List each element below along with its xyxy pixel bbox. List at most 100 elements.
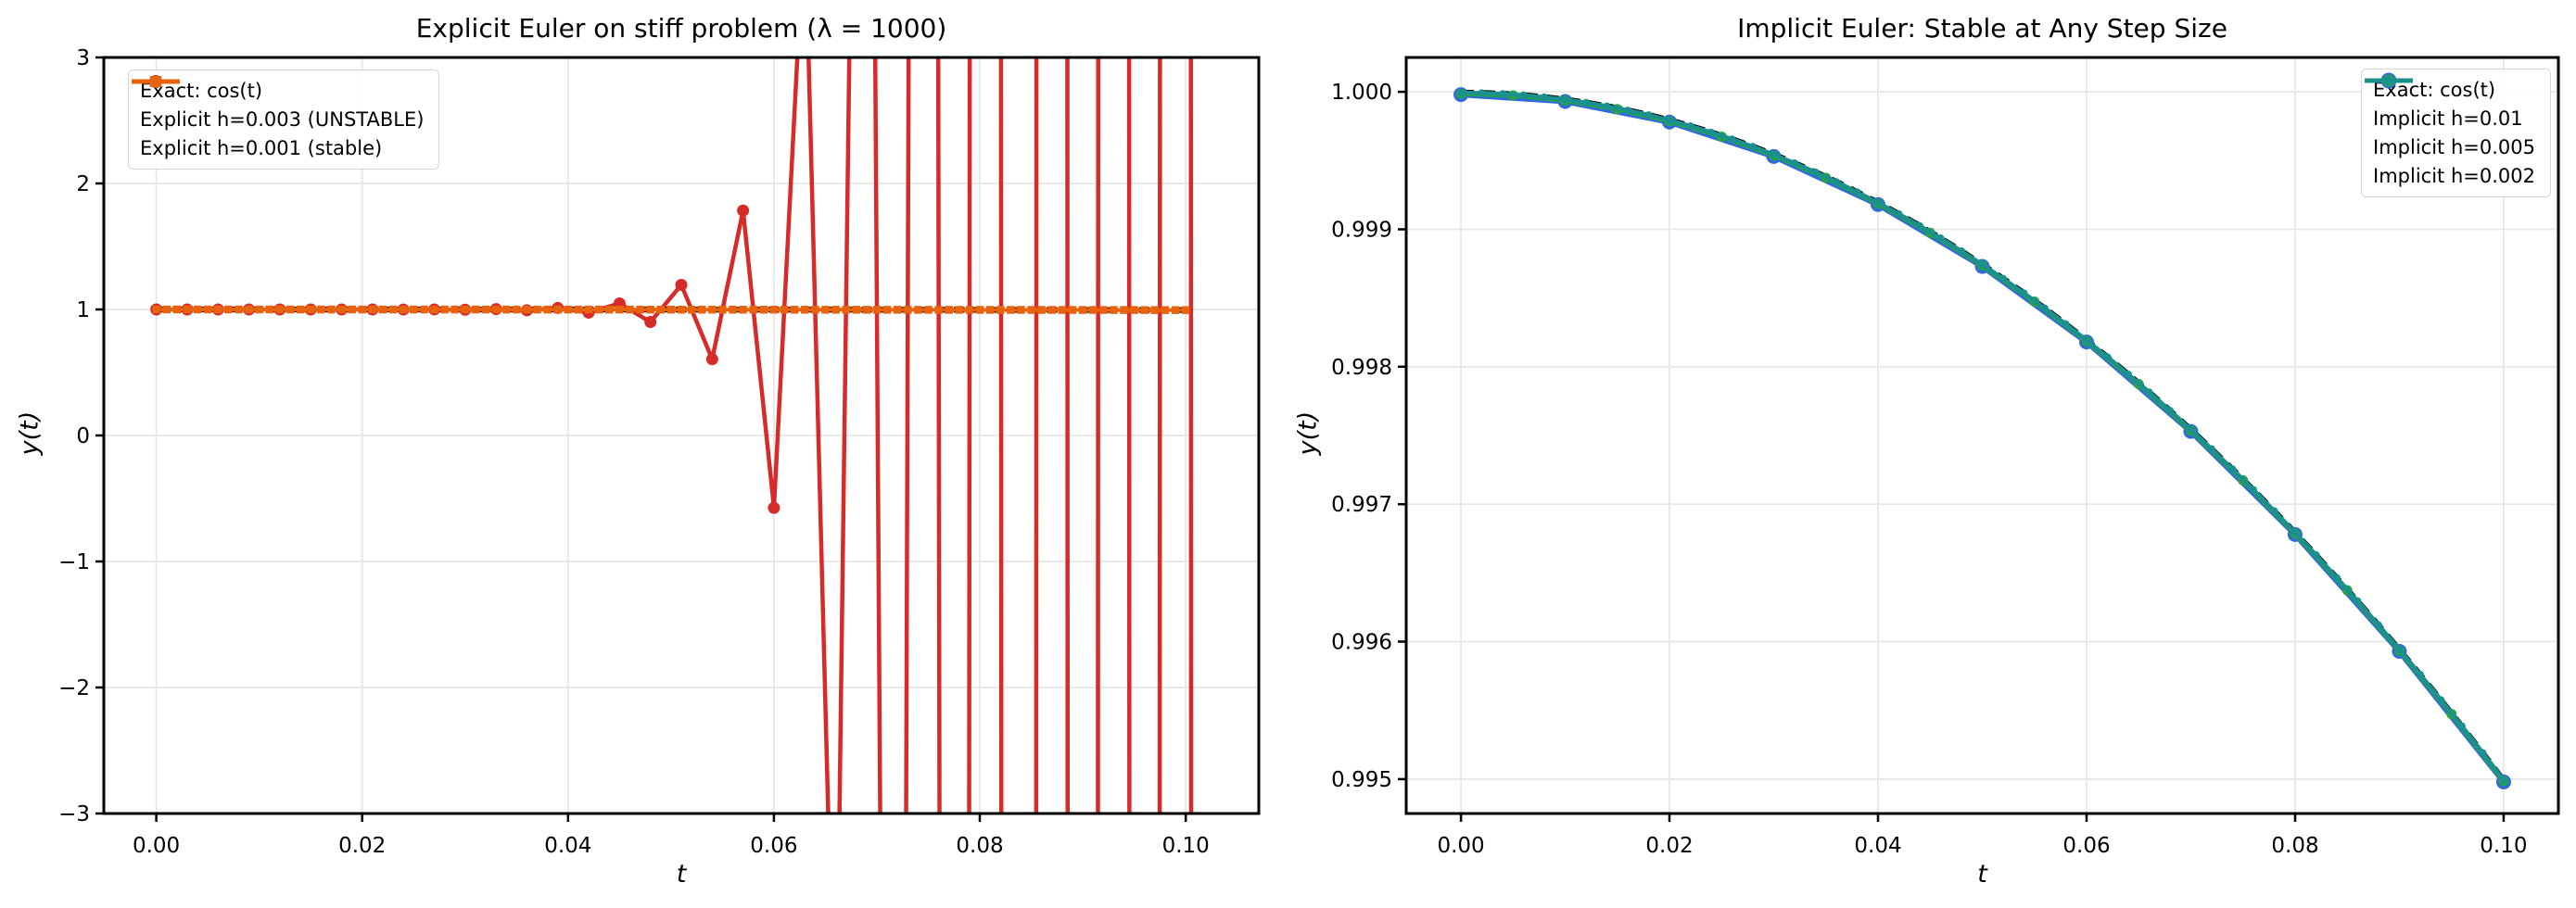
marker-explicit-h001: [327, 305, 336, 314]
marker-explicit-h001: [862, 306, 871, 314]
legend-label: Implicit h=0.005: [2373, 136, 2535, 158]
left-panel: 0.00 0.02 0.04 0.06 0.08 0.10 3 2 1 0 −1 −2 −3 Expli…: [16, 13, 1261, 889]
marker-implicit-h002: [1853, 188, 1861, 196]
marker-explicit-h001: [831, 306, 840, 314]
marker-explicit-h001: [626, 305, 634, 314]
marker-explicit-h001: [1140, 306, 1148, 314]
marker-implicit-h002: [2124, 370, 2132, 378]
marker-implicit-h002: [1666, 116, 1674, 124]
marker-explicit-h001: [543, 305, 552, 314]
marker-explicit-h001: [523, 305, 531, 314]
y-tick-label: 3: [76, 46, 90, 70]
marker-implicit-h002: [1770, 150, 1778, 158]
x-tick-label: 0.02: [338, 834, 386, 858]
marker-explicit-h001: [481, 305, 490, 314]
marker-explicit-h001: [388, 305, 398, 314]
right-panel: 0.00 0.02 0.04 0.06 0.08 0.10 1.000 0.999 0.998 0…: [1288, 0, 2576, 908]
gridlines: [1406, 57, 2558, 813]
y-tick-label: 2: [76, 172, 90, 196]
x-tick-label: 0.08: [956, 834, 1003, 858]
marker-explicit-h001: [666, 305, 676, 314]
y-tick-label: 0: [76, 424, 90, 448]
marker-explicit-h001: [193, 305, 202, 314]
legend-marker-explicit-h001: [150, 76, 161, 87]
y-tick-label: 0.997: [1331, 493, 1392, 517]
marker-implicit-h002: [1749, 143, 1758, 151]
left-plot-title: Explicit Euler on stiff problem (λ = 100…: [415, 13, 947, 44]
marker-explicit-h001: [255, 305, 263, 314]
right-plot-legend: Exact: cos(t) Implicit h=0.01 Implicit h=0…: [2361, 69, 2551, 197]
plot-series: [150, 57, 1194, 813]
marker-implicit-h002: [1978, 260, 1986, 269]
right-plot-title: Implicit Euler: Stable at Any Step Size: [1737, 13, 2227, 44]
marker-explicit-h001: [533, 305, 541, 314]
marker-implicit-h002: [1541, 93, 1549, 101]
marker-explicit-h001: [265, 305, 274, 314]
legend-item: Implicit h=0.01: [2365, 72, 2535, 131]
marker-explicit-h001: [410, 305, 418, 314]
marker-implicit-h002: [1916, 221, 1924, 230]
marker-explicit-h001: [811, 306, 819, 314]
marker-explicit-h003: [675, 278, 688, 291]
marker-explicit-h001: [501, 305, 511, 314]
marker-implicit-h002: [1895, 209, 1903, 218]
left-plot-xlabel: t: [676, 860, 687, 889]
marker-implicit-h002: [2082, 336, 2090, 345]
marker-implicit-h002: [2145, 388, 2153, 397]
marker-explicit-h001: [852, 306, 861, 314]
left-plot-canvas: 0.00 0.02 0.04 0.06 0.08 0.10 3 2 1 0 −1 −2 −3: [58, 46, 1261, 858]
marker-explicit-h001: [718, 305, 727, 314]
marker-explicit-h001: [286, 305, 295, 314]
marker-explicit-h001: [697, 305, 706, 314]
marker-implicit-h002: [1519, 91, 1528, 99]
marker-explicit-h001: [235, 305, 243, 314]
marker-explicit-h001: [914, 306, 922, 314]
legend-item: Explicit h=0.001 (stable): [132, 76, 424, 160]
marker-explicit-h001: [337, 305, 346, 314]
marker-explicit-h001: [842, 306, 850, 314]
marker-implicit-h002: [2040, 304, 2049, 312]
marker-explicit-h001: [872, 306, 882, 314]
marker-implicit-h002: [2437, 696, 2445, 704]
x-tick-label: 0.02: [1645, 834, 1693, 858]
marker-implicit-h002: [1936, 234, 1945, 243]
x-tick-label: 0.00: [1437, 834, 1484, 858]
marker-explicit-h001: [1047, 306, 1057, 314]
marker-explicit-h001: [513, 305, 521, 314]
marker-explicit-h001: [1110, 306, 1118, 314]
marker-explicit-h001: [821, 306, 830, 314]
marker-explicit-h001: [275, 305, 285, 314]
marker-explicit-h001: [934, 306, 943, 314]
marker-explicit-h001: [152, 305, 160, 314]
marker-implicit-h002: [2062, 320, 2070, 328]
marker-implicit-h002: [1603, 102, 1611, 110]
x-tick-label: 0.06: [2062, 834, 2110, 858]
marker-explicit-h001: [1078, 306, 1087, 314]
x-tick-label: 0.08: [2271, 834, 2318, 858]
marker-explicit-h001: [615, 305, 624, 314]
marker-explicit-h001: [904, 306, 912, 314]
marker-explicit-h001: [574, 305, 583, 314]
x-tick-label: 0.04: [1854, 834, 1901, 858]
marker-explicit-h001: [1037, 306, 1046, 314]
marker-implicit-h002: [2312, 550, 2320, 559]
marker-implicit-h002: [2228, 465, 2237, 473]
marker-explicit-h001: [420, 305, 428, 314]
marker-explicit-h001: [996, 306, 1005, 314]
marker-explicit-h001: [317, 305, 325, 314]
marker-implicit-h002: [2499, 776, 2507, 784]
marker-explicit-h001: [306, 305, 315, 314]
marker-explicit-h001: [450, 305, 459, 314]
y-tick-label: 0.996: [1331, 631, 1392, 655]
legend-item: Implicit h=0.002: [2365, 76, 2535, 188]
y-tick-label: 0.999: [1331, 219, 1392, 243]
marker-explicit-h001: [1130, 306, 1138, 314]
marker-explicit-h001: [749, 305, 757, 314]
legend-item: Implicit h=0.005: [2365, 74, 2535, 159]
marker-implicit-h002: [1874, 198, 1883, 207]
marker-explicit-h001: [1099, 306, 1108, 314]
marker-explicit-h001: [461, 305, 470, 314]
marker-explicit-h001: [1150, 306, 1160, 314]
marker-explicit-h001: [1017, 306, 1025, 314]
marker-explicit-h001: [1088, 306, 1098, 314]
